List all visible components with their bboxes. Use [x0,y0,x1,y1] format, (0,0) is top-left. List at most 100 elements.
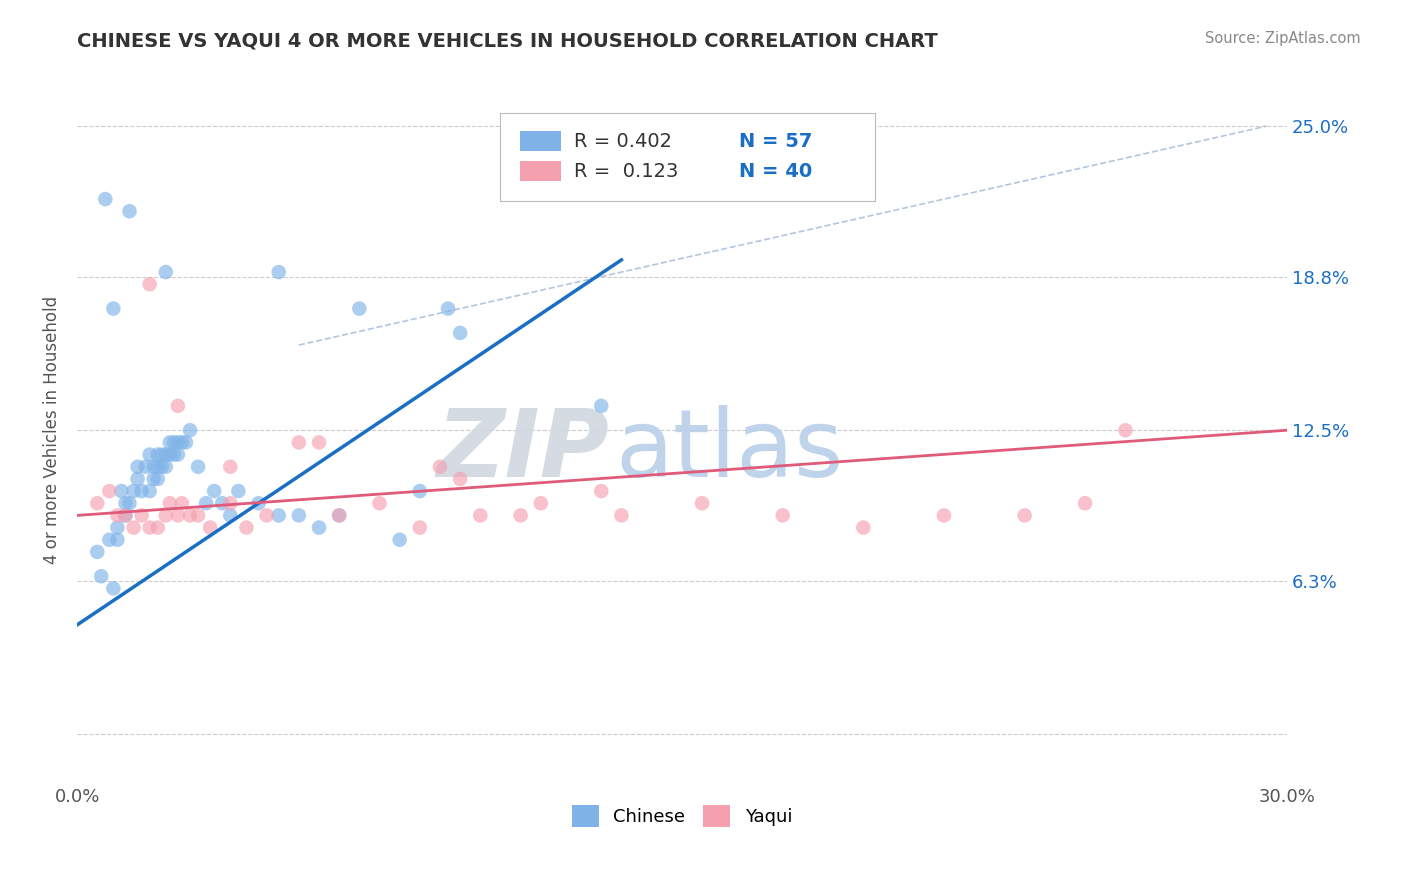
Point [155,508,177,523]
Point [98,533,121,547]
Point [138,484,160,499]
Point [155,265,177,279]
Point [114,508,136,523]
Text: atlas: atlas [616,405,844,498]
Point [247,496,270,510]
Point [107,520,129,534]
Text: Source: ZipAtlas.com: Source: ZipAtlas.com [1205,31,1361,46]
Legend: Chinese, Yaqui: Chinese, Yaqui [564,797,800,834]
Point [328,508,350,523]
Point [256,508,278,523]
Point [170,435,193,450]
Point [388,533,411,547]
Point [328,508,350,523]
Point [122,520,145,534]
Point [98,484,121,499]
Point [219,496,242,510]
Point [127,472,149,486]
Point [138,277,160,292]
Point [228,484,250,499]
Point [146,472,169,486]
Point [103,301,125,316]
Point [1014,508,1036,523]
Text: R =  0.123: R = 0.123 [574,162,679,181]
Point [509,508,531,523]
Y-axis label: 4 or more Vehicles in Household: 4 or more Vehicles in Household [44,296,60,565]
Point [131,508,153,523]
Point [288,508,311,523]
Point [267,508,290,523]
Point [159,448,181,462]
Point [409,484,432,499]
Point [437,301,460,316]
Point [146,448,169,462]
Point [163,435,186,450]
FancyBboxPatch shape [520,161,561,181]
Point [470,508,492,523]
FancyBboxPatch shape [520,131,561,151]
Point [110,484,132,499]
Point [187,508,209,523]
Point [155,459,177,474]
Point [591,399,613,413]
Point [114,496,136,510]
Point [86,545,108,559]
Point [167,435,190,450]
Point [772,508,794,523]
Point [219,508,242,523]
Point [690,496,713,510]
Point [308,435,330,450]
Point [349,301,371,316]
Point [202,484,225,499]
Point [146,459,169,474]
Point [449,472,471,486]
Point [610,508,633,523]
Point [155,448,177,462]
Point [90,569,112,583]
Point [131,484,153,499]
Point [852,520,875,534]
Point [103,582,125,596]
Point [118,204,141,219]
Point [138,520,160,534]
Text: N = 40: N = 40 [738,162,813,181]
Text: N = 57: N = 57 [738,132,813,151]
Point [195,496,218,510]
Point [1074,496,1097,510]
Point [135,459,157,474]
Point [142,472,165,486]
Text: ZIP: ZIP [436,405,609,498]
Point [127,459,149,474]
Point [150,448,173,462]
Point [150,459,173,474]
Point [211,496,233,510]
Point [138,448,160,462]
Point [146,520,169,534]
Point [198,520,221,534]
Text: R = 0.402: R = 0.402 [574,132,672,151]
Point [267,265,290,279]
Point [167,399,190,413]
Point [159,435,181,450]
Point [591,484,613,499]
Point [187,459,209,474]
Point [107,508,129,523]
Point [122,484,145,499]
Point [86,496,108,510]
Point [429,459,451,474]
Point [167,448,190,462]
FancyBboxPatch shape [501,112,876,201]
Point [94,192,117,206]
Point [159,496,181,510]
Point [530,496,553,510]
Point [179,423,201,437]
Point [179,508,201,523]
Point [167,508,190,523]
Point [1114,423,1136,437]
Point [163,448,186,462]
Point [170,496,193,510]
Point [107,533,129,547]
Point [409,520,432,534]
Point [219,459,242,474]
Point [932,508,955,523]
